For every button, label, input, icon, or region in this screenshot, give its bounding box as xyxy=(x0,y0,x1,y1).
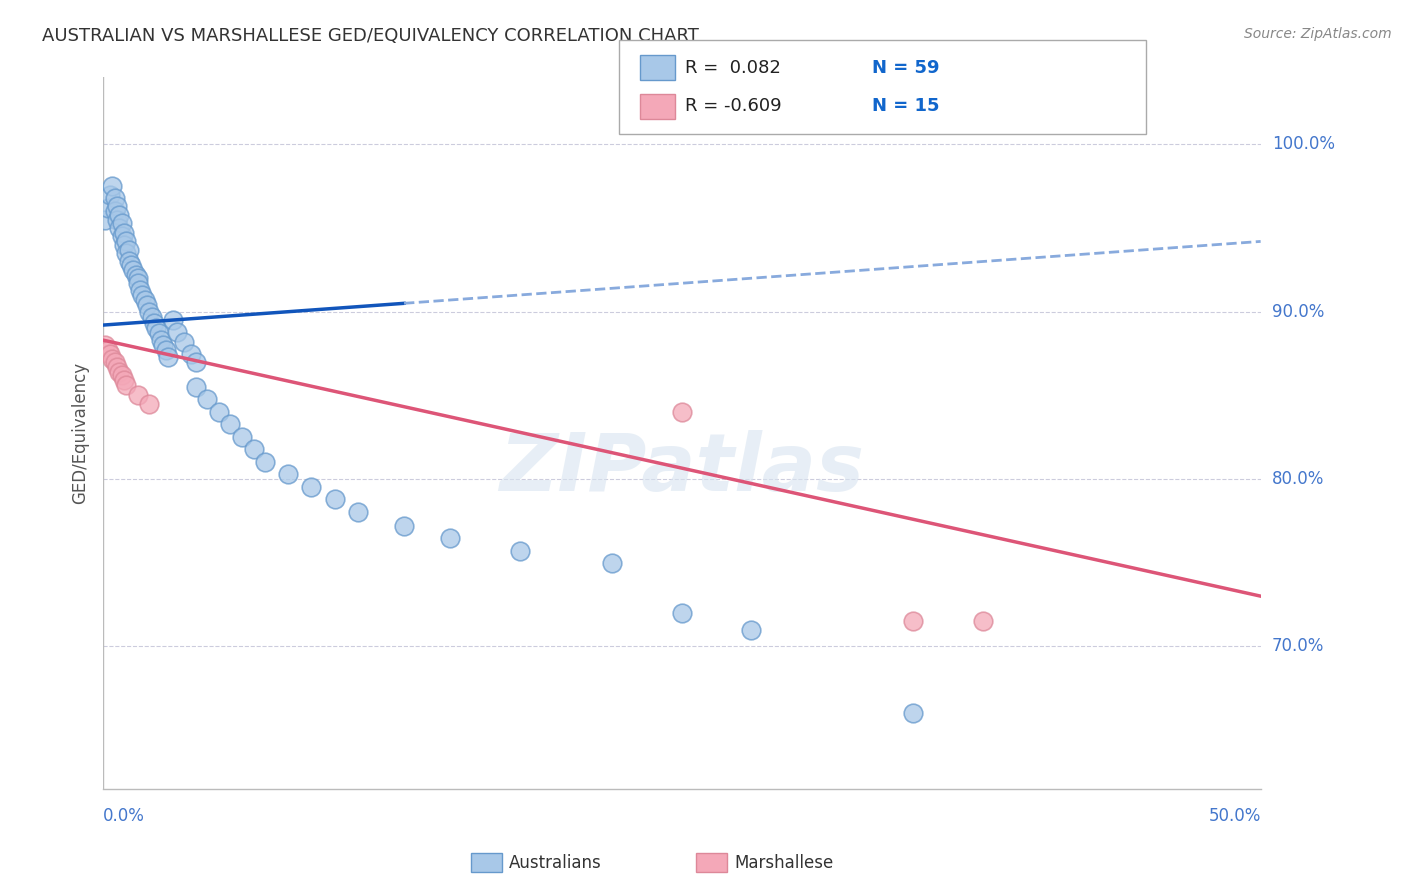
Point xyxy=(242,442,264,456)
Point xyxy=(105,212,128,227)
Point xyxy=(97,201,120,215)
Point xyxy=(439,531,461,545)
Point xyxy=(117,254,139,268)
Point xyxy=(301,480,323,494)
Text: 80.0%: 80.0% xyxy=(1272,470,1324,488)
Point xyxy=(277,467,299,481)
Point xyxy=(97,343,120,358)
Y-axis label: GED/Equivalency: GED/Equivalency xyxy=(72,362,89,504)
Point xyxy=(117,243,139,257)
Point xyxy=(219,417,242,431)
Point xyxy=(111,368,134,383)
Text: 70.0%: 70.0% xyxy=(1272,638,1324,656)
Point xyxy=(145,321,167,335)
Point xyxy=(112,237,135,252)
Text: N = 15: N = 15 xyxy=(872,97,939,115)
Point xyxy=(98,187,121,202)
Point xyxy=(120,258,142,272)
Point xyxy=(323,492,346,507)
Point xyxy=(136,298,159,312)
Text: ZIPatlas: ZIPatlas xyxy=(499,430,865,508)
Point xyxy=(108,221,131,235)
Point xyxy=(101,351,124,366)
Point xyxy=(127,277,149,291)
Point xyxy=(254,455,277,469)
Text: N = 59: N = 59 xyxy=(872,59,939,77)
Point xyxy=(602,556,624,570)
Point xyxy=(115,235,138,249)
Point xyxy=(108,208,131,222)
Point xyxy=(155,343,177,358)
Point xyxy=(671,405,693,419)
Point xyxy=(184,355,207,369)
Point xyxy=(740,623,762,637)
Point xyxy=(208,405,231,419)
Point xyxy=(138,304,160,318)
Point xyxy=(156,350,179,364)
Point xyxy=(124,268,146,282)
Point xyxy=(105,359,128,374)
Point xyxy=(150,333,173,347)
Text: AUSTRALIAN VS MARSHALLESE GED/EQUIVALENCY CORRELATION CHART: AUSTRALIAN VS MARSHALLESE GED/EQUIVALENC… xyxy=(42,27,699,45)
Text: R =  0.082: R = 0.082 xyxy=(685,59,780,77)
Point xyxy=(134,293,156,307)
Point xyxy=(111,229,134,244)
Point xyxy=(138,397,160,411)
Point xyxy=(115,246,138,260)
Point xyxy=(115,378,138,392)
Point xyxy=(94,338,117,352)
Point xyxy=(180,346,202,360)
Point xyxy=(195,392,218,406)
Text: 100.0%: 100.0% xyxy=(1272,136,1334,153)
Point xyxy=(903,614,925,628)
Point xyxy=(127,388,149,402)
Text: 90.0%: 90.0% xyxy=(1272,302,1324,321)
Point xyxy=(112,226,135,240)
Point xyxy=(108,365,131,379)
Point xyxy=(148,326,170,341)
Point xyxy=(105,199,128,213)
Text: 0.0%: 0.0% xyxy=(103,806,145,824)
Point xyxy=(129,283,152,297)
Point xyxy=(141,310,163,324)
Point xyxy=(127,271,149,285)
Point xyxy=(972,614,994,628)
Point xyxy=(94,212,117,227)
Point xyxy=(903,706,925,721)
Point xyxy=(104,355,127,369)
Point xyxy=(104,191,127,205)
Point xyxy=(346,506,368,520)
Point xyxy=(101,179,124,194)
Point xyxy=(143,317,166,331)
Point xyxy=(152,338,174,352)
Point xyxy=(112,373,135,387)
Point xyxy=(98,346,121,360)
Text: Australians: Australians xyxy=(509,854,602,871)
Text: R = -0.609: R = -0.609 xyxy=(685,97,782,115)
Point xyxy=(131,288,153,302)
Point xyxy=(104,204,127,219)
Point xyxy=(184,380,207,394)
Point xyxy=(122,263,145,277)
Point xyxy=(509,544,531,558)
Point xyxy=(392,519,415,533)
Point xyxy=(111,216,134,230)
Point xyxy=(173,334,195,349)
Text: Source: ZipAtlas.com: Source: ZipAtlas.com xyxy=(1244,27,1392,41)
Text: 50.0%: 50.0% xyxy=(1208,806,1261,824)
Text: Marshallese: Marshallese xyxy=(734,854,834,871)
Point xyxy=(166,325,188,339)
Point xyxy=(231,430,253,444)
Point xyxy=(671,606,693,620)
Point xyxy=(162,313,184,327)
